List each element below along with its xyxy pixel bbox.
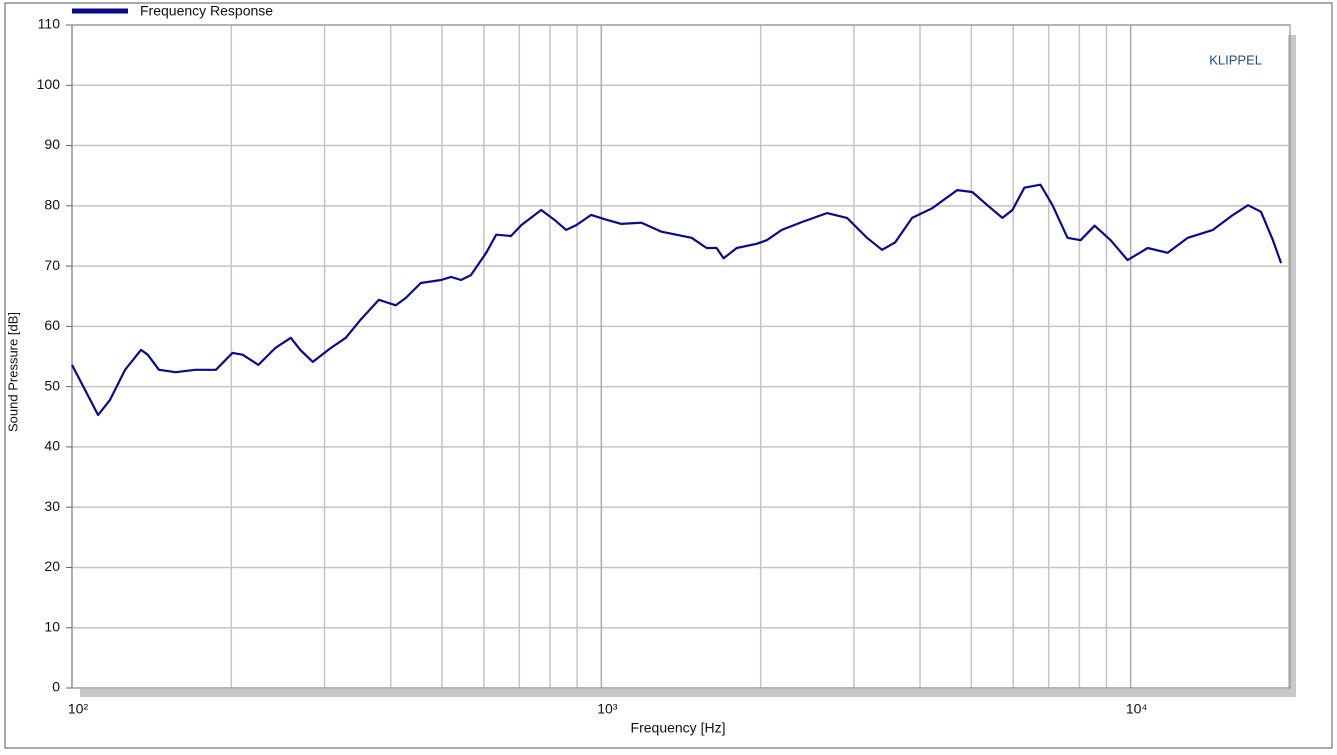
y-tick-label: 60 [44, 317, 60, 333]
x-tick-label: 10² [68, 701, 89, 717]
y-tick-label: 100 [37, 76, 61, 92]
annotation: KLIPPEL [1209, 52, 1262, 67]
plot-frame [71, 24, 1291, 689]
y-tick-label: 0 [52, 679, 60, 695]
x-tick-label: 10⁴ [1126, 701, 1148, 717]
x-tick-label: 10³ [597, 701, 618, 717]
y-axis-label: Sound Pressure [dB] [5, 312, 20, 432]
y-tick-label: 20 [44, 558, 60, 574]
y-tick-label: 90 [44, 136, 60, 152]
y-tick-label: 10 [44, 618, 60, 634]
y-tick-label: 110 [38, 16, 61, 32]
y-tick-label: 70 [44, 257, 60, 273]
series-line [71, 183, 1283, 417]
x-axis-label: Frequency [Hz] [631, 720, 726, 736]
shadow-right [1288, 35, 1296, 697]
y-tick-label: 80 [44, 197, 60, 213]
legend-label: Frequency Response [140, 3, 273, 19]
y-tick-label: 40 [44, 438, 60, 454]
y-tick-label: 30 [44, 498, 60, 514]
shadow-bottom [80, 689, 1296, 697]
grid [71, 24, 1290, 689]
frame [4, 2, 1333, 749]
y-tick-label: 50 [44, 377, 60, 393]
